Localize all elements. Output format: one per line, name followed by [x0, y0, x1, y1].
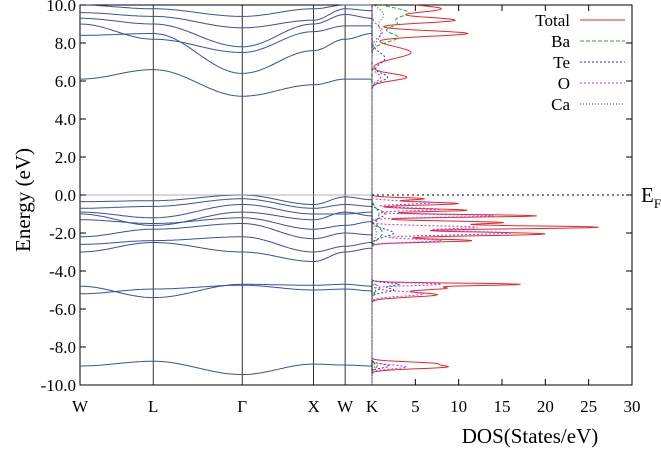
energy-axis-label: Energy (eV)	[11, 148, 35, 252]
band-line	[80, 69, 372, 97]
energy-tick-label: 4.0	[55, 110, 76, 129]
energy-axis-ticks: 10.0 8.0 6.0 4.0 2.0 0.0 -2.0 -4.0 -6.0 -8.0 -10.0	[41, 0, 632, 395]
fermi-level-label-subscript: F	[654, 196, 661, 211]
band-line	[79, 23, 372, 54]
dos-tick-label: 15	[494, 397, 511, 416]
band-line	[80, 217, 372, 230]
dos-legend: Total Ba Te O Ca	[535, 11, 625, 114]
dos-tick-label: 25	[580, 397, 597, 416]
k-point-label: W	[337, 397, 354, 416]
energy-tick-label: 8.0	[55, 34, 76, 53]
k-point-label: W	[72, 397, 89, 416]
legend-label-te: Te	[553, 53, 570, 72]
energy-tick-label: -10.0	[41, 376, 76, 395]
energy-tick-label: 2.0	[55, 148, 76, 167]
band-line	[80, 14, 372, 48]
energy-tick-label: 6.0	[55, 72, 76, 91]
legend-label-ca: Ca	[551, 95, 570, 114]
fermi-level-label-e: E	[641, 183, 654, 207]
band-line	[80, 283, 372, 299]
band-structure-panel	[79, 4, 373, 386]
band-line	[80, 33, 372, 74]
k-point-label: Γ	[237, 397, 247, 416]
band-line	[80, 204, 372, 219]
k-point-label: K	[366, 397, 379, 416]
band-line	[80, 211, 372, 226]
energy-tick-label: 10.0	[46, 0, 76, 15]
legend-label-total: Total	[535, 11, 570, 30]
energy-tick-label: -8.0	[49, 338, 76, 357]
band-line	[80, 242, 372, 262]
dos-tick-label: 5	[411, 397, 420, 416]
energy-tick-label: -6.0	[49, 300, 76, 319]
k-point-label: L	[148, 397, 158, 416]
dos-axis-label: DOS(States/eV)	[462, 424, 598, 448]
band-line	[80, 284, 373, 295]
dos-tick-label: 30	[624, 397, 641, 416]
legend-label-o: O	[558, 74, 570, 93]
k-point-label: X	[307, 397, 319, 416]
band-line	[80, 360, 372, 375]
dos-series-te	[371, 5, 401, 385]
dos-axis-ticks: 5 10 15 20 25 30	[411, 5, 641, 416]
band-line	[80, 194, 372, 205]
band-line	[80, 8, 372, 29]
energy-tick-label: 0.0	[55, 186, 76, 205]
band-line	[80, 4, 372, 17]
dos-tick-label: 20	[537, 397, 554, 416]
band-line	[80, 236, 372, 253]
fermi-level-label: EF	[641, 183, 661, 211]
band-line	[80, 223, 372, 240]
energy-tick-label: -2.0	[49, 224, 76, 243]
dos-tick-label: 10	[450, 397, 467, 416]
legend-label-ba: Ba	[551, 32, 570, 51]
band-line	[80, 198, 372, 209]
energy-tick-label: -4.0	[49, 262, 76, 281]
